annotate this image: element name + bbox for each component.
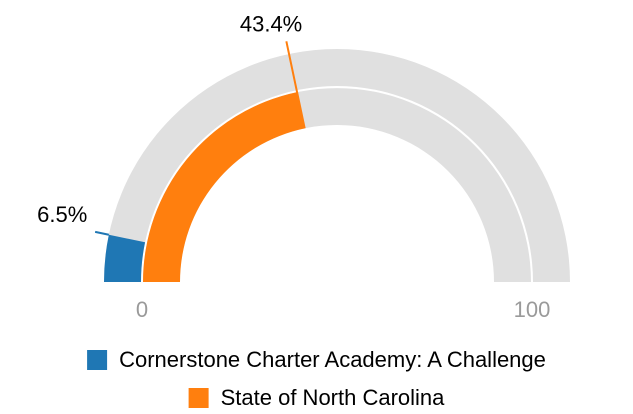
leader-line bbox=[285, 41, 306, 129]
gauge-bar bbox=[104, 234, 146, 282]
legend-label: State of North Carolina bbox=[221, 385, 446, 410]
leader-line bbox=[94, 230, 110, 236]
gauge-track bbox=[104, 49, 570, 282]
legend-swatch bbox=[188, 388, 209, 408]
tick-label: 100 bbox=[514, 297, 551, 322]
legend-label: Cornerstone Charter Academy: A Challenge bbox=[119, 347, 546, 372]
value-label: 6.5% bbox=[37, 202, 87, 227]
value-label: 43.4% bbox=[240, 11, 302, 36]
gauge-bar bbox=[143, 92, 305, 282]
legend-swatch bbox=[87, 350, 108, 370]
tick-label: 0 bbox=[136, 297, 148, 322]
